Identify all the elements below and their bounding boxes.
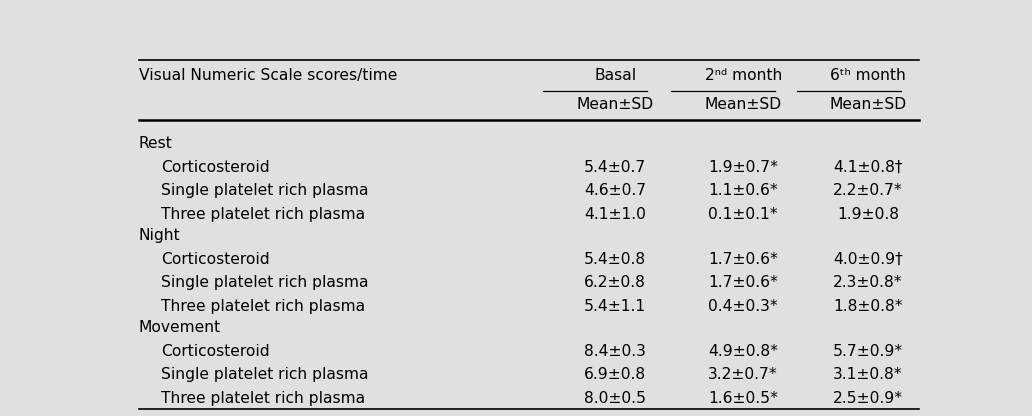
Text: 2.2±0.7*: 2.2±0.7* bbox=[833, 183, 903, 198]
Text: Mean±SD: Mean±SD bbox=[830, 97, 906, 112]
Text: 1.6±0.5*: 1.6±0.5* bbox=[708, 391, 778, 406]
Text: 3.1±0.8*: 3.1±0.8* bbox=[833, 367, 903, 382]
Text: 5.4±0.8: 5.4±0.8 bbox=[584, 252, 646, 267]
Text: 4.9±0.8*: 4.9±0.8* bbox=[708, 344, 778, 359]
Text: 6.2±0.8: 6.2±0.8 bbox=[584, 275, 646, 290]
Text: Single platelet rich plasma: Single platelet rich plasma bbox=[161, 183, 368, 198]
Text: Mean±SD: Mean±SD bbox=[705, 97, 782, 112]
Text: Rest: Rest bbox=[138, 136, 172, 151]
Text: 1.8±0.8*: 1.8±0.8* bbox=[833, 299, 903, 314]
Text: 1.9±0.8: 1.9±0.8 bbox=[837, 207, 899, 222]
Text: Single platelet rich plasma: Single platelet rich plasma bbox=[161, 367, 368, 382]
Text: 1.7±0.6*: 1.7±0.6* bbox=[708, 275, 778, 290]
Text: 1.9±0.7*: 1.9±0.7* bbox=[708, 160, 778, 175]
Text: 8.4±0.3: 8.4±0.3 bbox=[584, 344, 646, 359]
Text: Basal: Basal bbox=[594, 68, 637, 83]
Text: 1.7±0.6*: 1.7±0.6* bbox=[708, 252, 778, 267]
Text: Corticosteroid: Corticosteroid bbox=[161, 344, 269, 359]
Text: 2.5±0.9*: 2.5±0.9* bbox=[833, 391, 903, 406]
Text: Three platelet rich plasma: Three platelet rich plasma bbox=[161, 299, 365, 314]
Text: 4.6±0.7: 4.6±0.7 bbox=[584, 183, 646, 198]
Text: 6.9±0.8: 6.9±0.8 bbox=[584, 367, 646, 382]
Text: 4.1±1.0: 4.1±1.0 bbox=[584, 207, 646, 222]
Text: 0.1±0.1*: 0.1±0.1* bbox=[708, 207, 778, 222]
Text: 0.4±0.3*: 0.4±0.3* bbox=[708, 299, 778, 314]
Text: Single platelet rich plasma: Single platelet rich plasma bbox=[161, 275, 368, 290]
Text: 2ⁿᵈ month: 2ⁿᵈ month bbox=[705, 68, 782, 83]
Text: Movement: Movement bbox=[138, 320, 221, 335]
Text: 6ᵗʰ month: 6ᵗʰ month bbox=[830, 68, 906, 83]
Text: Visual Numeric Scale scores/time: Visual Numeric Scale scores/time bbox=[138, 68, 397, 83]
Text: Three platelet rich plasma: Three platelet rich plasma bbox=[161, 207, 365, 222]
Text: 8.0±0.5: 8.0±0.5 bbox=[584, 391, 646, 406]
Text: 4.0±0.9†: 4.0±0.9† bbox=[833, 252, 903, 267]
Text: 5.4±1.1: 5.4±1.1 bbox=[584, 299, 646, 314]
Text: 2.3±0.8*: 2.3±0.8* bbox=[833, 275, 903, 290]
Text: 5.7±0.9*: 5.7±0.9* bbox=[833, 344, 903, 359]
Text: Night: Night bbox=[138, 228, 181, 243]
Text: Mean±SD: Mean±SD bbox=[577, 97, 654, 112]
Text: Corticosteroid: Corticosteroid bbox=[161, 160, 269, 175]
Text: Three platelet rich plasma: Three platelet rich plasma bbox=[161, 391, 365, 406]
Text: 4.1±0.8†: 4.1±0.8† bbox=[833, 160, 903, 175]
Text: 5.4±0.7: 5.4±0.7 bbox=[584, 160, 646, 175]
Text: Corticosteroid: Corticosteroid bbox=[161, 252, 269, 267]
Text: 1.1±0.6*: 1.1±0.6* bbox=[708, 183, 778, 198]
Text: 3.2±0.7*: 3.2±0.7* bbox=[708, 367, 778, 382]
